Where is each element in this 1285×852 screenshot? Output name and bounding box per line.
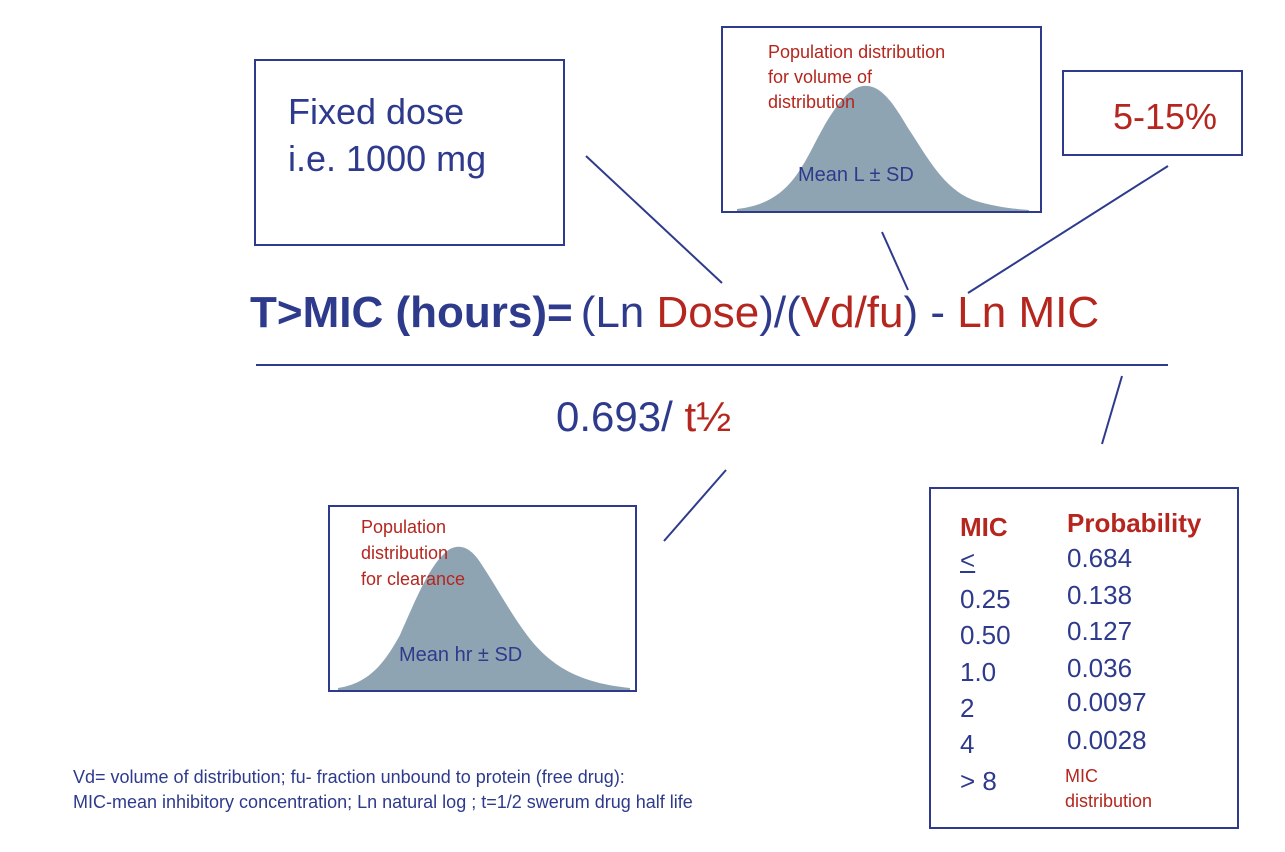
clearance-label-line3: for clearance bbox=[361, 569, 466, 589]
fixed-dose-line1: Fixed dose bbox=[288, 91, 465, 132]
fu-percentage-value: 5-15% bbox=[1113, 96, 1218, 137]
fixed-dose-line2: i.e. 1000 mg bbox=[288, 138, 487, 179]
formula-divide: )/( bbox=[759, 288, 801, 337]
prob-row-5: 0.0028 bbox=[1067, 725, 1147, 755]
mic-row-6: > 8 bbox=[960, 766, 997, 796]
footnote-line2: MIC-mean inhibitory concentration; Ln na… bbox=[73, 792, 693, 812]
prob-row-3: 0.036 bbox=[1067, 653, 1133, 683]
vd-label-line1: Population distribution bbox=[768, 42, 946, 62]
prob-row-6-line2: distribution bbox=[1065, 791, 1153, 811]
clearance-mean-label: Mean hr ± SD bbox=[399, 644, 523, 666]
clearance-connector bbox=[663, 469, 727, 542]
dose-connector bbox=[585, 155, 723, 284]
mic-probability-table: MIC Probability < 0.684 0.25 0.138 0.50 … bbox=[929, 487, 1239, 829]
formula-denominator: 0.693/ t½ bbox=[556, 393, 731, 441]
formula-lhs: T>MIC (hours)= bbox=[250, 288, 573, 337]
formula-ln-mic: Ln MIC bbox=[957, 288, 1100, 337]
denominator-half-life: t½ bbox=[684, 393, 732, 440]
clearance-distribution-box: Population distribution for clearance Me… bbox=[328, 505, 637, 692]
mic-row-0: < bbox=[960, 545, 976, 575]
formula-numerator: T>MIC (hours)= (Ln Dose)/(Vd/fu) - Ln MIC bbox=[250, 288, 1099, 338]
vd-distribution-curve bbox=[737, 85, 1029, 211]
vd-label-line2: for volume of bbox=[768, 67, 873, 87]
prob-row-0: 0.684 bbox=[1067, 543, 1133, 573]
probability-header: Probability bbox=[1067, 508, 1202, 538]
vd-connector bbox=[881, 231, 909, 291]
prob-row-1: 0.138 bbox=[1067, 580, 1133, 610]
mic-row-1: 0.25 bbox=[960, 584, 1011, 614]
prob-row-2: 0.127 bbox=[1067, 616, 1133, 646]
formula-minus: ) - bbox=[903, 288, 958, 337]
prob-row-6-line1: MIC bbox=[1065, 766, 1098, 786]
fixed-dose-box: Fixed dose i.e. 1000 mg bbox=[254, 59, 565, 246]
clearance-label-line2: distribution bbox=[361, 543, 449, 563]
mic-row-2: 0.50 bbox=[960, 620, 1011, 650]
prob-row-4: 0.0097 bbox=[1067, 687, 1147, 717]
mic-row-5: 4 bbox=[960, 729, 975, 759]
vd-distribution-box: Population distribution for volume of di… bbox=[721, 26, 1042, 213]
mic-row-4: 2 bbox=[960, 693, 975, 723]
vd-label-line3: distribution bbox=[768, 92, 856, 112]
formula-ln-open: (Ln bbox=[580, 288, 657, 337]
footnote-line1: Vd= volume of distribution; fu- fraction… bbox=[73, 767, 625, 787]
formula-dose: Dose bbox=[656, 288, 760, 337]
formula-vdfu: Vd/fu bbox=[800, 288, 904, 337]
clearance-label-line1: Population bbox=[361, 517, 447, 537]
vd-mean-label: Mean L ± SD bbox=[798, 164, 914, 186]
clearance-distribution-curve bbox=[338, 546, 630, 690]
mic-connector bbox=[1101, 375, 1123, 445]
fu-connector bbox=[967, 165, 1169, 294]
mic-row-3: 1.0 bbox=[960, 657, 997, 687]
fu-percentage-box: 5-15% bbox=[1062, 70, 1243, 156]
mic-header: MIC bbox=[960, 512, 1008, 542]
denominator-constant: 0.693/ bbox=[556, 393, 685, 440]
